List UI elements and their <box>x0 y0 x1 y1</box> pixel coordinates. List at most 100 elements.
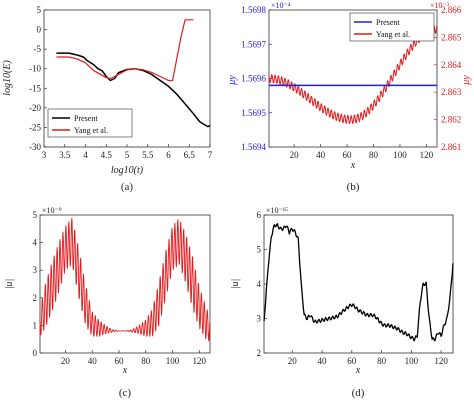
panel-a-ytick-label-left-5: -20 <box>29 103 41 113</box>
panel-d-xtick-label-4: 100 <box>405 356 419 366</box>
panel-c-xlabel: x <box>122 365 128 376</box>
panel-b-ylabel-left: μy <box>227 75 238 86</box>
panel-a-xtick-label-7: 6.5 <box>184 150 196 160</box>
panel-a-xtick-label-1: 3.5 <box>59 150 71 160</box>
panel-d-series <box>263 223 454 342</box>
panel-c-ytick-label-left-4: 1 <box>33 320 38 330</box>
panel-c-xtick-label-2: 60 <box>114 356 124 366</box>
panel-d-xtick-label-1: 40 <box>318 356 328 366</box>
panel-d-xtick-label-3: 80 <box>377 356 387 366</box>
panel-a-ytick-label-left-0: 5 <box>37 5 42 15</box>
panel-b-xtick-label-5: 120 <box>420 150 434 160</box>
panel-c-ylabel: |u| <box>4 279 15 290</box>
panel-a-xtick-label-0: 3 <box>42 150 47 160</box>
panel-c-ytick-label-left-3: 2 <box>33 293 38 303</box>
panel-b-ytick-label-left-2: 1.5696 <box>241 74 266 84</box>
panel-a-xtick-label-8: 7 <box>208 150 213 160</box>
panel-d-ytick-label-left-0: 6 <box>257 210 262 220</box>
panel-b-ytick-label-right-4: 2.862 <box>441 115 461 125</box>
panel-a-series <box>56 19 211 128</box>
panel-a-ylabel: log10(E) <box>2 60 13 96</box>
panel-d: 20 40 60 80 100 120 6 5 4 3 2 x |u| ×10⁻¹⁵ (d) <box>230 206 454 399</box>
legend-b-yang-label: Yang et al. <box>376 30 410 39</box>
panel-d-ticks: 20 40 60 80 100 120 6 5 4 3 2 <box>257 210 449 366</box>
panel-a: 3 3.5 4 4.5 5 5.5 6 6.5 7 5 0 -5 -10 -15 -20 -25 -30 log… <box>2 5 213 193</box>
panel-b-caption: (b) <box>347 181 360 193</box>
panel-b-ylabel-right: μy <box>461 75 472 86</box>
panel-c-ytick-label-left-5: 0 <box>33 348 38 358</box>
panel-b-legend: Present Yang et al. <box>349 12 435 42</box>
panel-b-ytick-label-right-3: 2.863 <box>441 87 462 97</box>
panel-d-caption: (d) <box>352 387 365 399</box>
panel-a-xtick-label-5: 5.5 <box>142 150 154 160</box>
series-b-yang-line <box>268 25 438 124</box>
panel-b-ytick-label-left-0: 1.5698 <box>241 5 266 15</box>
panel-b-ytick-label-right-1: 2.865 <box>441 32 462 42</box>
panel-d-ytick-label-left-3: 3 <box>257 314 262 324</box>
panel-c-xtick-label-0: 20 <box>61 356 71 366</box>
panel-b-xtick-label-2: 60 <box>343 150 353 160</box>
panel-c-xtick-label-4: 100 <box>166 356 180 366</box>
panel-a-caption: (a) <box>121 181 134 193</box>
panel-a-ytick-label-left-2: -5 <box>34 44 42 54</box>
panel-b-exponent-right: ×10⁻³ <box>430 1 450 10</box>
panel-c: 20 40 60 80 100 120 5 4 3 2 1 0 x |u| ×10⁻⁹ (c) <box>4 206 211 399</box>
panel-b-exponent-left: ×10⁻⁴ <box>271 1 291 10</box>
panel-b-xtick-label-4: 100 <box>393 150 407 160</box>
panel-a-ytick-label-left-4: -15 <box>29 83 41 93</box>
panel-c-ticks: 20 40 60 80 100 120 5 4 3 2 1 0 <box>33 210 207 366</box>
series-d-line <box>263 223 454 342</box>
panel-d-xlabel: x <box>355 365 361 376</box>
panel-a-ytick-label-left-1: 0 <box>37 25 42 35</box>
panel-b-xlabel: x <box>350 160 356 171</box>
panel-d-xtick-label-2: 60 <box>347 356 357 366</box>
panel-b-ytick-label-right-0: 2.866 <box>441 5 462 15</box>
panel-a-xtick-label-4: 5 <box>125 150 130 160</box>
panel-d-xtick-label-0: 20 <box>288 356 298 366</box>
panel-a-legend: Present Yang et al. <box>47 108 133 138</box>
panel-a-ytick-label-left-6: -25 <box>29 122 41 132</box>
panel-b: 20 40 60 80 100 120 1.5698 1.5697 1.5696 1.5695 1.… <box>227 1 472 193</box>
legend-b-present-label: Present <box>376 18 400 27</box>
panel-c-ytick-label-left-1: 4 <box>33 238 38 248</box>
panel-c-exponent: ×10⁻⁹ <box>42 206 62 215</box>
panel-d-exponent: ×10⁻¹⁵ <box>266 206 288 215</box>
panel-a-xtick-label-6: 6 <box>166 150 171 160</box>
panel-a-xtick-label-2: 4 <box>83 150 88 160</box>
panel-a-ytick-label-left-3: -10 <box>29 64 41 74</box>
panel-a-ticks: 3 3.5 4 4.5 5 5.5 6 6.5 7 5 0 -5 -10 -15 -20 -25 -30 <box>29 5 213 160</box>
panel-b-legend-box <box>349 12 435 42</box>
panel-c-xtick-label-3: 80 <box>141 356 151 366</box>
panel-b-xtick-label-3: 80 <box>369 150 379 160</box>
panel-b-ytick-label-right-5: 2.861 <box>441 142 461 152</box>
legend-a-yang-label: Yang et al. <box>74 126 108 135</box>
panel-c-ytick-label-left-0: 5 <box>33 210 38 220</box>
panel-c-frame <box>39 214 211 354</box>
series-a-yang-line <box>56 19 194 82</box>
panel-c-caption: (c) <box>119 387 132 399</box>
panel-c-series <box>39 217 211 342</box>
panel-d-ytick-label-left-2: 4 <box>257 279 262 289</box>
panel-c-ytick-label-left-2: 3 <box>33 265 38 275</box>
panel-d-xtick-label-5: 120 <box>434 356 448 366</box>
panel-c-xtick-label-1: 40 <box>88 356 98 366</box>
panel-b-ytick-label-left-3: 1.5695 <box>241 108 266 118</box>
panel-b-xtick-label-1: 40 <box>316 150 326 160</box>
panel-a-legend-box <box>47 108 133 138</box>
panel-b-series <box>268 25 438 124</box>
panel-d-ylabel: |u| <box>230 279 241 290</box>
series-c-line <box>39 217 211 342</box>
panel-a-xtick-label-3: 4.5 <box>101 150 113 160</box>
panel-b-ytick-label-left-4: 1.5694 <box>241 142 266 152</box>
panel-b-ytick-label-left-1: 1.5697 <box>241 39 266 49</box>
panel-a-ytick-label-left-7: -30 <box>29 142 41 152</box>
panel-b-ticks: 20 40 60 80 100 120 1.5698 1.5697 1.5696 1.5695 1.… <box>241 5 462 160</box>
panel-d-ytick-label-left-1: 5 <box>257 245 262 255</box>
panel-d-ytick-label-left-4: 2 <box>257 348 262 358</box>
panel-b-xtick-label-0: 20 <box>290 150 300 160</box>
legend-a-present-label: Present <box>74 114 98 123</box>
panel-c-xtick-label-5: 120 <box>193 356 207 366</box>
panel-b-ytick-label-right-2: 2.864 <box>441 60 462 70</box>
panel-a-xlabel: log10(t) <box>111 165 144 176</box>
